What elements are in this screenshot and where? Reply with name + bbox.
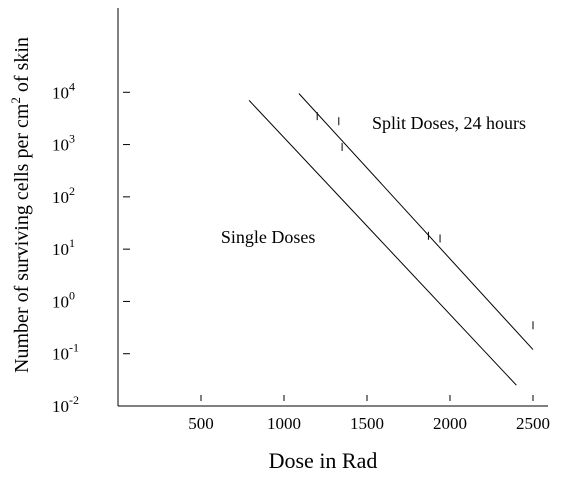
annotation-1: Single Doses [221, 227, 315, 247]
x-tick-label: 500 [188, 414, 214, 433]
x-tick-label: 1500 [350, 414, 384, 433]
series-line-0 [248, 100, 517, 386]
y-axis-label: Number of surviving cells per cm2 of ski… [8, 37, 33, 373]
y-tick-label: 100 [52, 288, 75, 311]
plot-area [117, 8, 548, 407]
y-tick-label: 104 [52, 79, 75, 102]
series-line-1 [298, 93, 534, 350]
x-axis-ticks: 500 1000 1500 2000 2500 [188, 395, 550, 433]
annotation-0: Split Doses, 24 hours [372, 113, 526, 133]
y-axis-label-sup: 2 [8, 97, 23, 104]
x-tick-label: 1000 [267, 414, 301, 433]
y-axis-label-tail: of skin [11, 37, 33, 97]
y-axis-label-main: Number of surviving cells per cm [11, 103, 33, 373]
series-layer [248, 93, 534, 386]
y-axis-ticks: 10-2 10-1 100 101 102 103 104 [52, 79, 130, 416]
x-tick-label: 2000 [433, 414, 467, 433]
y-tick-label: 10-2 [52, 393, 79, 416]
y-tick-label: 103 [52, 132, 75, 155]
y-tick-label: 102 [52, 184, 75, 207]
annotations: Split Doses, 24 hours Single Doses [221, 113, 526, 247]
point-marks [316, 112, 534, 330]
x-axis-label: Dose in Rad [269, 448, 378, 473]
x-tick-label: 2500 [516, 414, 550, 433]
y-tick-label: 10-1 [52, 341, 79, 364]
y-tick-label: 101 [52, 236, 75, 259]
